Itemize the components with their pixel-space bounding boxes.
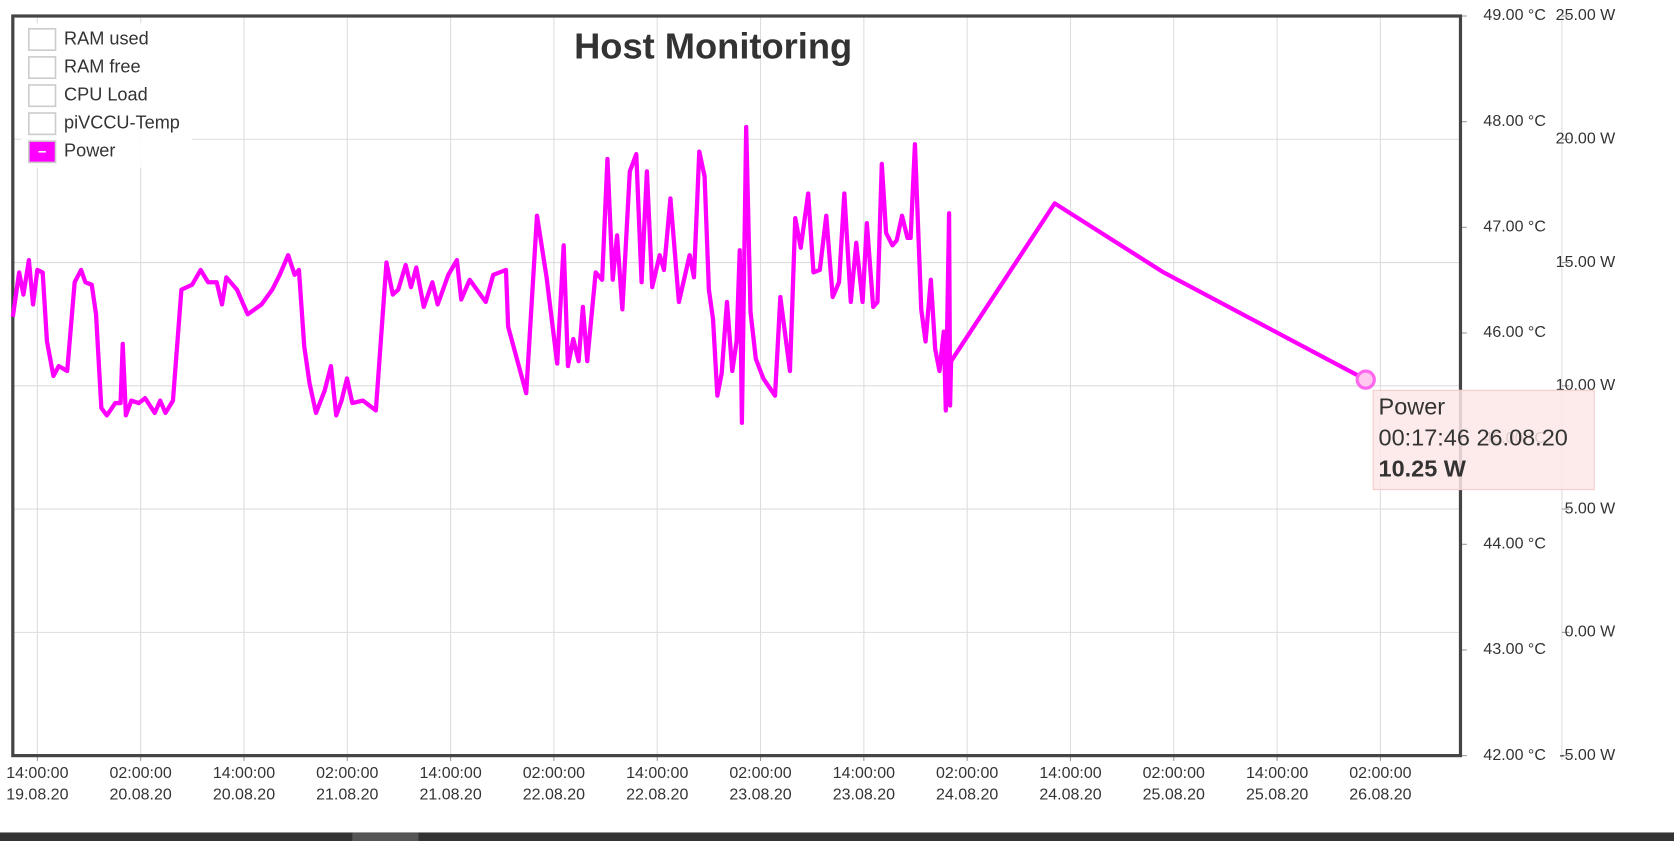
x-tick-label: 14:00:00: [419, 765, 481, 782]
x-tick-label: 25.08.20: [1246, 786, 1308, 803]
y-tick-label: 5.00 W: [1565, 500, 1617, 517]
x-tick-label: 20.08.20: [110, 786, 172, 803]
x-tick-label: 14:00:00: [626, 765, 688, 782]
x-tick-label: 14:00:00: [1039, 765, 1101, 782]
legend-label: piVCCU-Temp: [64, 112, 180, 132]
y-tick-label: 15.00 W: [1556, 254, 1616, 271]
legend-label: RAM free: [64, 56, 141, 76]
x-tick-label: 02:00:00: [1143, 765, 1205, 782]
legend-checkbox: [28, 28, 57, 51]
y2-tick-label: 47.00 °C: [1483, 219, 1545, 236]
y2-tick-label: 42.00 °C: [1483, 747, 1545, 764]
legend-checkbox: [28, 56, 57, 80]
y2-tick-label: 46.00 °C: [1483, 324, 1545, 341]
y-tick-label: -5.00 W: [1559, 747, 1616, 764]
x-tick-label: 02:00:00: [523, 765, 585, 782]
legend-checkbox: [28, 84, 57, 108]
scroll-thumb: [352, 832, 419, 841]
x-tick-label: 24.08.20: [1039, 786, 1101, 803]
x-tick-label: 02:00:00: [936, 765, 998, 782]
power-line: [10, 124, 1367, 425]
x-tick-label: 02:00:00: [110, 765, 172, 782]
tooltip-box: [1372, 389, 1595, 491]
x-tick-label: 02:00:00: [729, 765, 791, 782]
tooltip-series: Power: [1379, 394, 1446, 420]
x-tick-label: 02:00:00: [1349, 765, 1411, 782]
x-tick-label: 26.08.20: [1349, 786, 1411, 803]
x-tick-label: 25.08.20: [1143, 786, 1205, 803]
y2-tick-label: 44.00 °C: [1483, 536, 1545, 553]
bottom-bar: [0, 832, 1674, 841]
x-tick-label: 23.08.20: [833, 786, 895, 803]
y-tick-label: 25.00 W: [1556, 7, 1616, 24]
legend-checkbox: [28, 112, 57, 136]
x-tick-label: 21.08.20: [419, 786, 481, 803]
chart-title: Host Monitoring: [574, 26, 852, 67]
x-tick-label: 14:00:00: [833, 765, 895, 782]
x-tick-label: 02:00:00: [316, 765, 378, 782]
x-tick-label: 14:00:00: [1246, 765, 1308, 782]
x-tick-label: 20.08.20: [213, 786, 275, 803]
x-tick-label: 23.08.20: [729, 786, 791, 803]
x-tick-label: 14:00:00: [213, 765, 275, 782]
y-tick-label: 0.00 W: [1565, 624, 1617, 641]
x-tick-label: 22.08.20: [523, 786, 585, 803]
legend-label: Power: [64, 141, 115, 161]
x-tick-label: 14:00:00: [6, 765, 68, 782]
x-tick-label: 19.08.20: [6, 786, 68, 803]
legend-label: RAM used: [64, 28, 149, 48]
x-tick-label: 22.08.20: [626, 786, 688, 803]
y2-tick-label: 49.00 °C: [1483, 7, 1545, 24]
x-tick-label: 21.08.20: [316, 786, 378, 803]
tooltip-time: 00:17:46 26.08.20: [1379, 425, 1568, 451]
y-tick-label: 20.00 W: [1556, 131, 1616, 148]
plot-frame: [11, 14, 1463, 758]
tooltip-value: 10.25 W: [1379, 456, 1467, 482]
y2-tick-label: 43.00 °C: [1483, 641, 1545, 658]
y2-tick-label: 48.00 °C: [1483, 113, 1545, 130]
x-tick-label: 24.08.20: [936, 786, 998, 803]
tooltip: Power 00:17:46 26.08.20 10.25 W: [1372, 389, 1595, 491]
hover-point: [1355, 369, 1376, 390]
legend-label: CPU Load: [64, 84, 148, 104]
